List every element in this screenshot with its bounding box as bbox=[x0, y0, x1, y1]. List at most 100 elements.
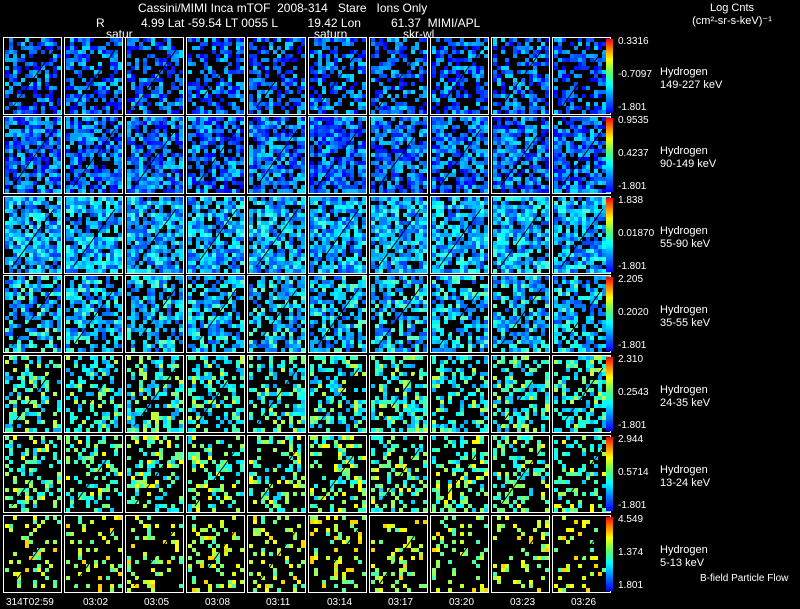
pixel bbox=[21, 153, 25, 157]
pixel bbox=[155, 58, 159, 62]
pixel bbox=[78, 38, 82, 42]
pixel bbox=[171, 137, 175, 141]
pixel bbox=[139, 181, 143, 185]
pixel bbox=[273, 241, 277, 245]
pixel bbox=[17, 106, 21, 110]
pixel bbox=[419, 129, 423, 133]
pixel bbox=[590, 149, 594, 153]
pixel bbox=[90, 66, 94, 70]
pixel bbox=[155, 217, 159, 221]
pixel bbox=[444, 66, 448, 70]
pixel bbox=[297, 269, 301, 273]
pixel bbox=[261, 213, 265, 217]
pixel bbox=[541, 189, 545, 193]
pixel bbox=[102, 213, 106, 217]
pixel bbox=[114, 137, 118, 141]
panel-pixels bbox=[310, 38, 366, 114]
pixel bbox=[432, 50, 436, 54]
pixel bbox=[175, 233, 179, 237]
pixel bbox=[358, 145, 362, 149]
pixel bbox=[167, 141, 171, 145]
pixel bbox=[25, 133, 29, 137]
pixel bbox=[350, 269, 354, 273]
pixel bbox=[139, 241, 143, 245]
pixel bbox=[204, 74, 208, 78]
pixel bbox=[334, 209, 338, 213]
pixel bbox=[285, 141, 289, 145]
pixel bbox=[21, 129, 25, 133]
pixel bbox=[74, 125, 78, 129]
pixel bbox=[13, 145, 17, 149]
pixel bbox=[464, 165, 468, 169]
pixel bbox=[322, 217, 326, 221]
pixel bbox=[21, 78, 25, 82]
pixel bbox=[322, 86, 326, 90]
pixel bbox=[411, 90, 415, 94]
pixel bbox=[13, 141, 17, 145]
pixel bbox=[318, 237, 322, 241]
pixel bbox=[253, 229, 257, 233]
pixel bbox=[192, 125, 196, 129]
pixel bbox=[261, 66, 265, 70]
pixel bbox=[326, 46, 330, 50]
pixel bbox=[562, 38, 566, 42]
pixel bbox=[285, 38, 289, 42]
pixel bbox=[493, 54, 497, 58]
pixel bbox=[204, 269, 208, 273]
pixel bbox=[517, 125, 521, 129]
pixel bbox=[432, 121, 436, 125]
pixel bbox=[236, 145, 240, 149]
pixel bbox=[53, 225, 57, 229]
pixel bbox=[57, 98, 61, 102]
pixel bbox=[497, 74, 501, 78]
pixel bbox=[476, 185, 480, 189]
pixel bbox=[257, 185, 261, 189]
pixel bbox=[21, 133, 25, 137]
pixel bbox=[330, 149, 334, 153]
pixel bbox=[131, 269, 135, 273]
pixel bbox=[293, 149, 297, 153]
pixel bbox=[78, 173, 82, 177]
pixel bbox=[131, 145, 135, 149]
pixel bbox=[208, 153, 212, 157]
pixel bbox=[49, 205, 53, 209]
pixel bbox=[21, 213, 25, 217]
pixel bbox=[74, 237, 78, 241]
pixel bbox=[228, 265, 232, 269]
pixel bbox=[338, 261, 342, 265]
pixel bbox=[265, 245, 269, 249]
pixel bbox=[17, 110, 21, 114]
pixel bbox=[192, 173, 196, 177]
pixel bbox=[9, 38, 13, 42]
pixel bbox=[395, 213, 399, 217]
pixel bbox=[493, 70, 497, 74]
pixel bbox=[525, 137, 529, 141]
pixel bbox=[86, 145, 90, 149]
pixel bbox=[293, 129, 297, 133]
pixel bbox=[66, 257, 70, 261]
pixel bbox=[354, 185, 358, 189]
pixel bbox=[82, 253, 86, 257]
pixel bbox=[423, 241, 427, 245]
pixel bbox=[448, 185, 452, 189]
pixel bbox=[464, 117, 468, 121]
pixel bbox=[537, 62, 541, 66]
pixel bbox=[29, 129, 33, 133]
pixel bbox=[432, 117, 436, 121]
pixel bbox=[358, 70, 362, 74]
pixel bbox=[411, 165, 415, 169]
pixel bbox=[204, 161, 208, 165]
pixel bbox=[456, 62, 460, 66]
pixel bbox=[192, 249, 196, 253]
pixel bbox=[175, 173, 179, 177]
pixel bbox=[175, 98, 179, 102]
pixel bbox=[423, 90, 427, 94]
pixel bbox=[541, 86, 545, 90]
pixel bbox=[513, 157, 517, 161]
pixel bbox=[537, 78, 541, 82]
pixel bbox=[57, 185, 61, 189]
pixel bbox=[261, 117, 265, 121]
pixel bbox=[468, 117, 472, 121]
pixel bbox=[45, 213, 49, 217]
pixel bbox=[82, 86, 86, 90]
